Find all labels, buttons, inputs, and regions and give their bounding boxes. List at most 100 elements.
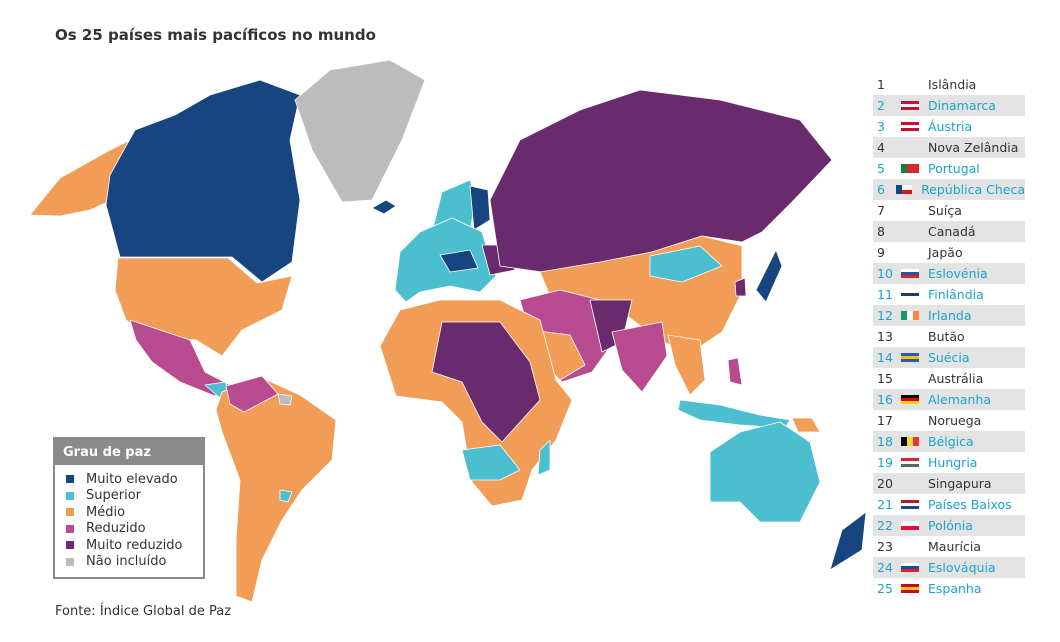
flag-icon	[901, 206, 919, 215]
legend-item: Muito reduzido	[66, 537, 203, 554]
region-finland	[469, 185, 491, 231]
region-korea	[734, 277, 747, 297]
rank-number: 13	[877, 329, 893, 344]
country-name: Noruega	[928, 413, 982, 428]
legend-label: Muito elevado	[86, 471, 178, 487]
region-colombia-venezuela	[225, 375, 279, 413]
region-iceland	[371, 199, 397, 215]
flag-icon	[901, 290, 919, 299]
rank-number: 4	[877, 140, 885, 155]
region-canada	[105, 79, 301, 283]
region-central-europe	[439, 249, 479, 273]
country-name: Irlanda	[928, 308, 972, 323]
country-name: Polónia	[928, 518, 973, 533]
rank-number: 11	[877, 287, 893, 302]
ranking-row: 24 Eslováquia	[873, 557, 1025, 578]
legend-item: Superior	[66, 488, 203, 505]
rank-number: 7	[877, 203, 885, 218]
region-uruguay	[279, 489, 293, 503]
ranking-row: 21 Países Baixos	[873, 494, 1025, 515]
ranking-row: 5 Portugal	[873, 158, 1025, 179]
country-name: Singapura	[928, 476, 992, 491]
ranking-row: 3 Áustria	[873, 116, 1025, 137]
rank-number: 2	[877, 98, 885, 113]
ranking-row: 10 Eslovénia	[873, 263, 1025, 284]
ranking-row: 18 Bélgica	[873, 431, 1025, 452]
flag-icon	[901, 164, 919, 173]
rank-number: 22	[877, 518, 893, 533]
region-madagascar	[537, 439, 551, 476]
legend-item: Não incluído	[66, 554, 203, 571]
country-name: Países Baixos	[928, 497, 1012, 512]
legend: Grau de paz Muito elevado Superior Médio Re…	[53, 437, 205, 579]
rank-number: 6	[877, 182, 885, 197]
legend-label: Não incluído	[86, 554, 167, 570]
flag-icon	[901, 500, 919, 509]
ranking-row: 1 Islândia	[873, 74, 1025, 95]
legend-item: Reduzido	[66, 521, 203, 538]
ranking-row: 15 Austrália	[873, 368, 1025, 389]
flag-icon	[901, 584, 919, 593]
legend-label: Médio	[86, 504, 126, 520]
ranking-row: 9 Japão	[873, 242, 1025, 263]
legend-swatch	[66, 557, 74, 566]
rank-number: 3	[877, 119, 885, 134]
legend-title: Grau de paz	[55, 439, 203, 465]
country-name: Suíça	[928, 203, 962, 218]
rank-number: 24	[877, 560, 893, 575]
country-name: Finlândia	[928, 287, 984, 302]
ranking-row: 13 Butão	[873, 326, 1025, 347]
rank-number: 19	[877, 455, 893, 470]
legend-item: Muito elevado	[66, 471, 203, 488]
region-new-zealand	[829, 511, 867, 571]
flag-icon	[901, 563, 919, 572]
region-guyana	[277, 393, 293, 406]
rank-number: 16	[877, 392, 893, 407]
ranking-row: 2 Dinamarca	[873, 95, 1025, 116]
country-name: Bélgica	[928, 434, 974, 449]
ranking-row: 6 República Checa	[873, 179, 1025, 200]
country-name: Nova Zelândia	[928, 140, 1019, 155]
region-australia	[709, 421, 821, 523]
flag-icon	[901, 311, 919, 320]
region-png	[791, 417, 821, 433]
flag-icon	[901, 437, 919, 446]
flag-icon	[901, 479, 919, 488]
region-southeast-asia	[667, 334, 706, 396]
country-name: Eslovénia	[928, 266, 988, 281]
country-name: Hungria	[928, 455, 978, 470]
rank-number: 10	[877, 266, 893, 281]
country-name: Espanha	[928, 581, 982, 596]
flag-icon	[901, 542, 919, 551]
flag-icon	[901, 248, 919, 257]
country-name: Eslováquia	[928, 560, 996, 575]
region-southern-africa	[461, 444, 521, 481]
country-name: Japão	[928, 245, 963, 260]
flag-icon	[901, 353, 919, 362]
ranking-row: 22 Polónia	[873, 515, 1025, 536]
region-central-africa	[431, 321, 541, 443]
country-name: Maurícia	[928, 539, 981, 554]
rank-number: 17	[877, 413, 893, 428]
flag-icon	[901, 80, 919, 89]
legend-label: Muito reduzido	[86, 537, 183, 553]
legend-label: Superior	[86, 488, 141, 504]
flag-icon	[901, 521, 919, 530]
legend-swatch	[66, 475, 74, 484]
legend-label: Reduzido	[86, 521, 146, 537]
rank-number: 23	[877, 539, 893, 554]
country-name: Islândia	[928, 77, 977, 92]
rank-number: 9	[877, 245, 885, 260]
rank-number: 12	[877, 308, 893, 323]
flag-icon	[901, 416, 919, 425]
country-name: Dinamarca	[928, 98, 996, 113]
legend-swatch	[66, 524, 74, 533]
flag-icon	[901, 269, 919, 278]
rank-number: 21	[877, 497, 893, 512]
rank-number: 1	[877, 77, 885, 92]
legend-swatch	[66, 541, 74, 550]
rank-number: 18	[877, 434, 893, 449]
ranking-row: 7 Suíça	[873, 200, 1025, 221]
ranking-row: 4 Nova Zelândia	[873, 137, 1025, 158]
